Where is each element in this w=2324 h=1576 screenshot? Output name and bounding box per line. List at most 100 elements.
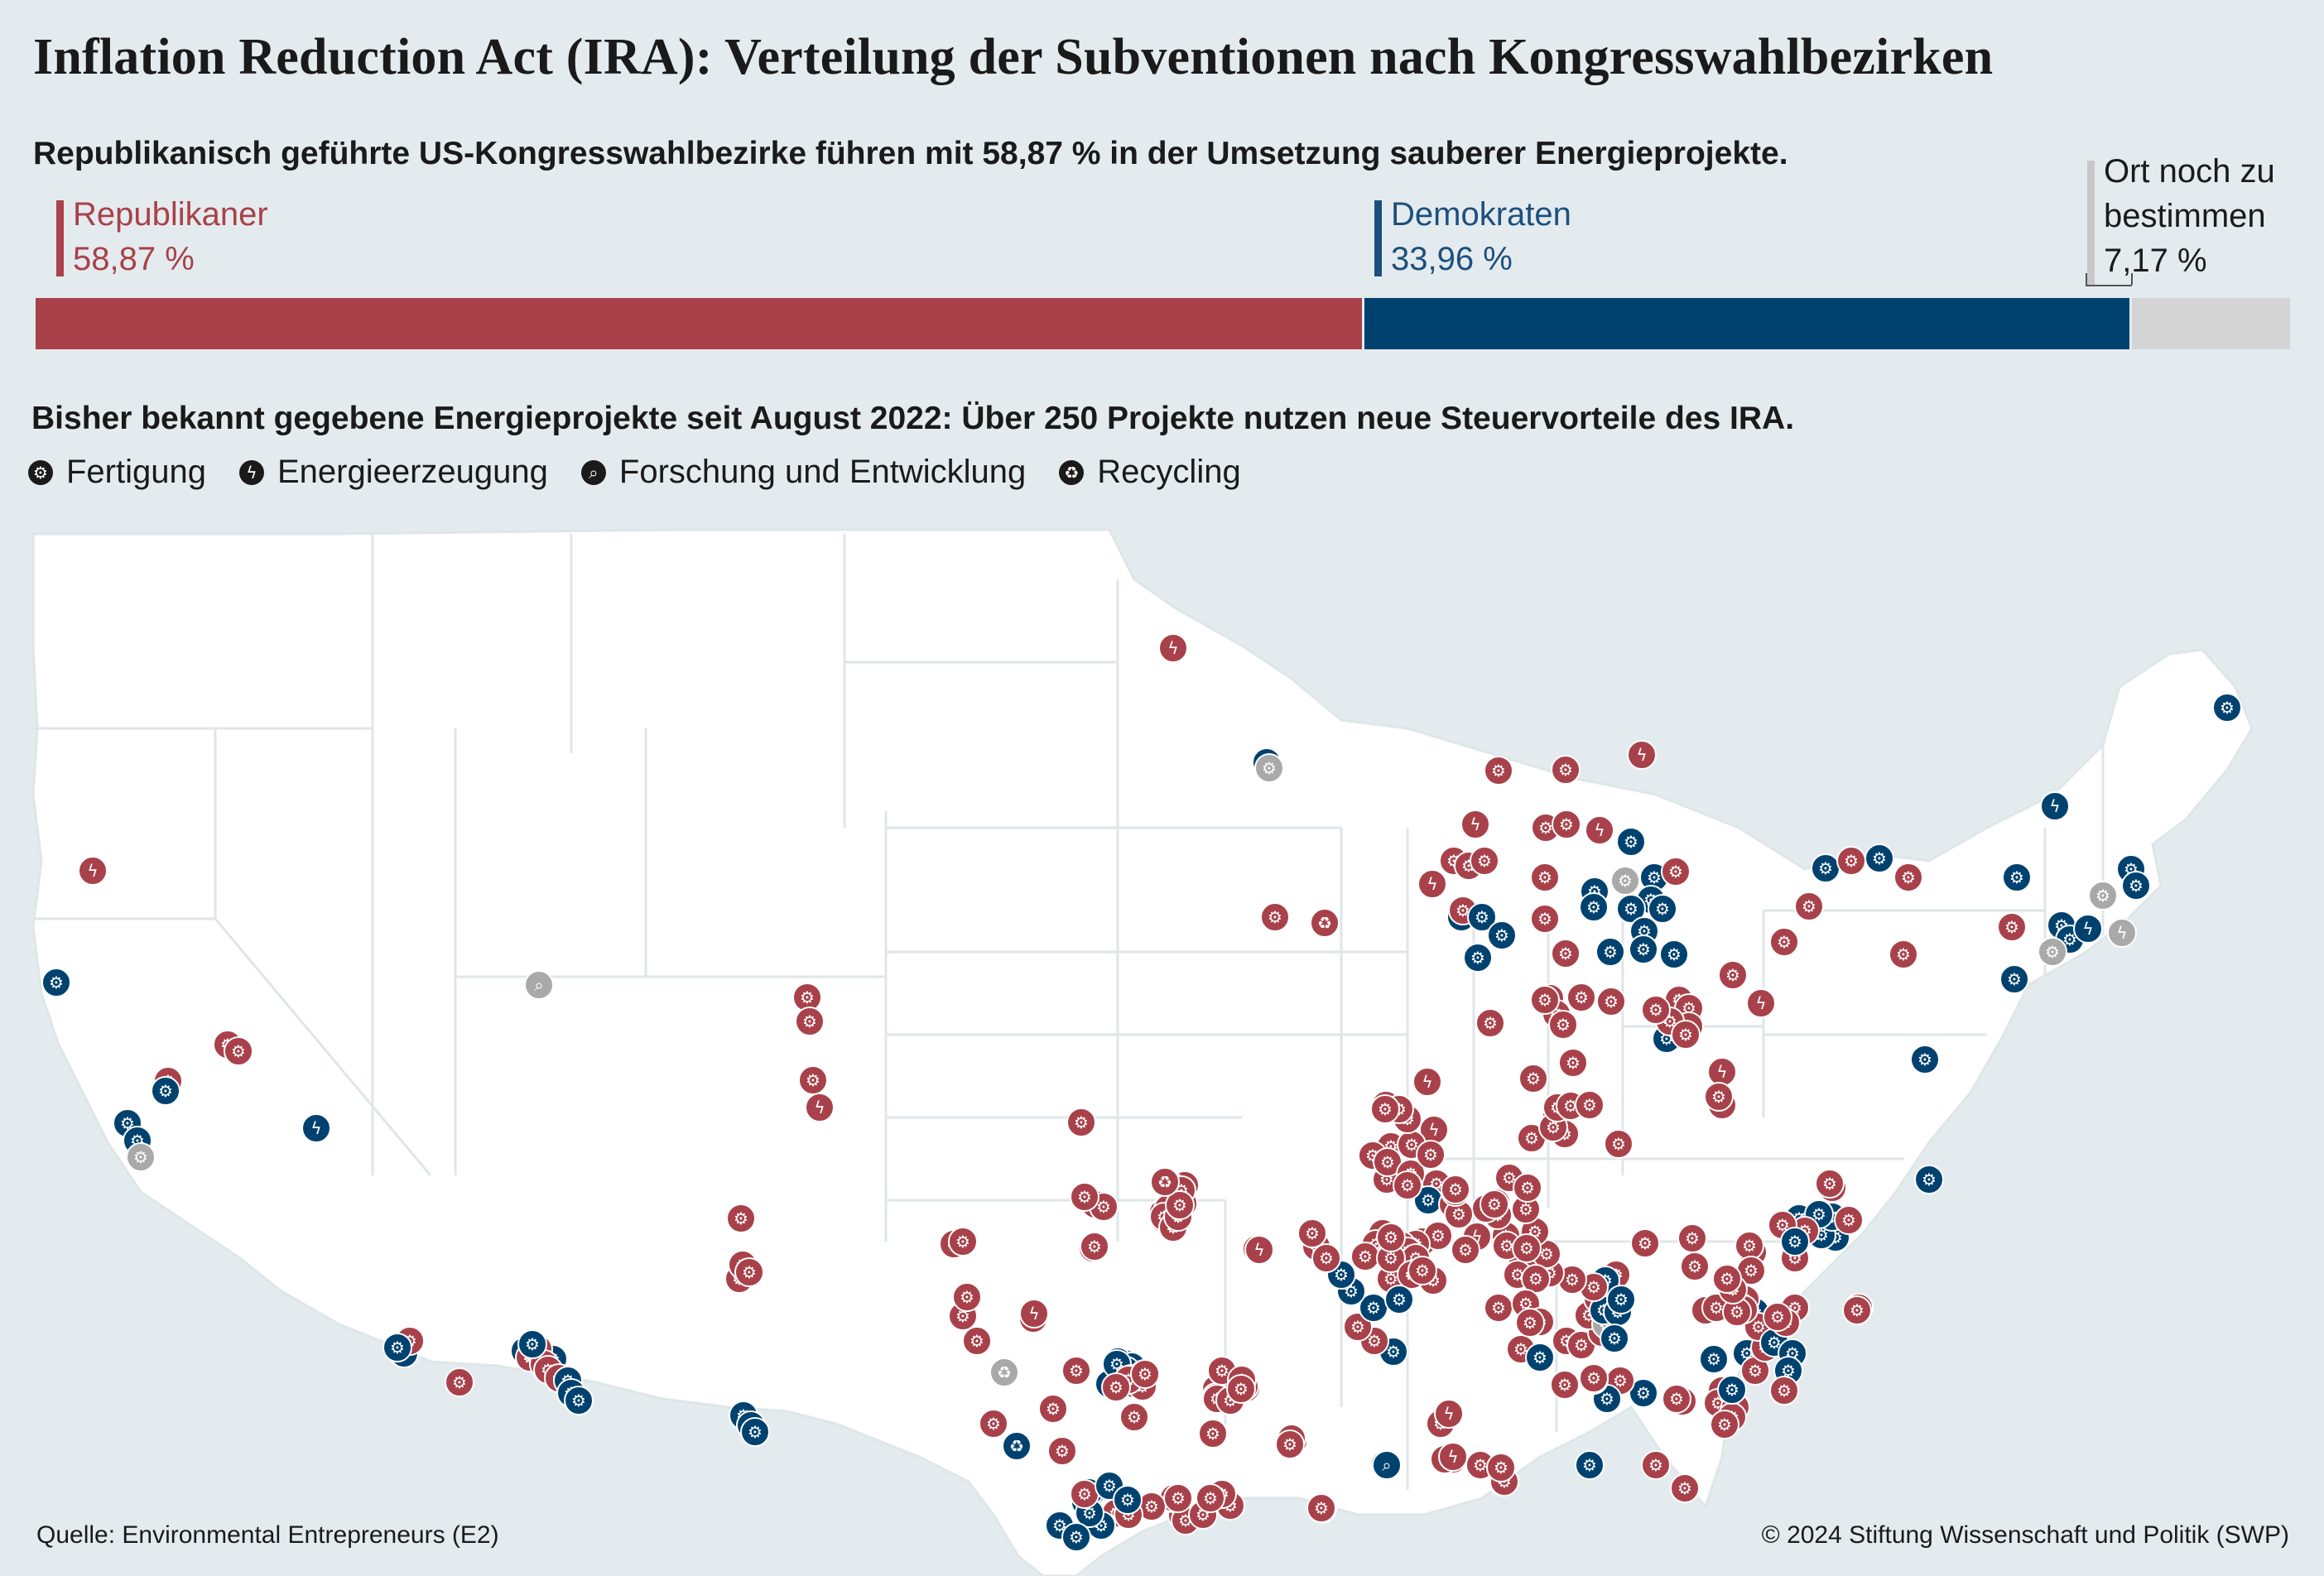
gears-icon: ⚙ <box>1550 1370 1580 1400</box>
svg-text:⚙: ⚙ <box>1526 1069 1541 1088</box>
gears-icon: ⚙ <box>1061 1522 1091 1552</box>
gears-icon: ⚙ <box>1616 827 1646 857</box>
svg-text:⚙: ⚙ <box>1618 871 1633 891</box>
gears-icon: ⚙ <box>1070 1479 1099 1509</box>
svg-text:⚙: ⚙ <box>742 1262 757 1282</box>
gears-icon: ⚙ <box>1551 755 1581 785</box>
svg-text:⚙: ⚙ <box>1706 1349 1721 1369</box>
svg-text:⚙: ⚙ <box>1558 760 1573 780</box>
svg-text:⚙: ⚙ <box>1423 1145 1438 1165</box>
svg-text:⚙: ⚙ <box>1448 1180 1463 1199</box>
svg-text:ϟ: ϟ <box>1447 1447 1458 1467</box>
svg-text:⚙: ⚙ <box>1751 1317 1766 1337</box>
gears-icon: ⚙ <box>1113 1485 1143 1515</box>
svg-text:ϟ: ϟ <box>814 1098 825 1117</box>
svg-text:♻: ♻ <box>997 1362 1012 1382</box>
gears-icon: ⚙ <box>979 1409 1008 1439</box>
gears-icon: ⚙ <box>1769 927 1799 957</box>
svg-text:⚙: ⚙ <box>1711 1087 1726 1107</box>
svg-text:⚙: ⚙ <box>1687 1256 1702 1276</box>
svg-text:⚙: ⚙ <box>1334 1265 1349 1285</box>
svg-text:⚙: ⚙ <box>1470 948 1485 968</box>
lightning-icon: ϟ <box>238 459 264 485</box>
svg-text:⚙: ⚙ <box>1717 1415 1732 1434</box>
lightning-icon: ϟ <box>301 1113 331 1143</box>
tbd-name-line1: Ort noch zu <box>2104 153 2275 190</box>
svg-text:⚙: ⚙ <box>1614 1290 1629 1309</box>
gears-icon: ⚙ <box>1699 1344 1729 1374</box>
magnifier-icon: ⌕ <box>1372 1450 1402 1480</box>
svg-text:⚙: ⚙ <box>1770 1307 1785 1327</box>
svg-text:⚙: ⚙ <box>960 1287 974 1307</box>
gears-icon: ⚙ <box>1579 892 1609 922</box>
svg-text:⚙: ⚙ <box>1720 1269 1735 1289</box>
gears-icon: ⚙ <box>798 1065 828 1095</box>
lightning-icon: ϟ <box>1412 1067 1442 1097</box>
gears-icon: ⚙ <box>1407 1256 1437 1285</box>
recycle-icon: ♻ <box>989 1357 1019 1387</box>
gears-icon: ⚙ <box>1463 943 1493 973</box>
svg-text:⚙: ⚙ <box>1667 944 1682 964</box>
svg-text:⚙: ⚙ <box>1282 1434 1297 1454</box>
gears-icon: ⚙ <box>1260 902 1290 932</box>
svg-text:⚙: ⚙ <box>1788 1232 1802 1252</box>
gears-icon: ⚙ <box>1196 1483 1225 1513</box>
svg-text:⚙: ⚙ <box>1600 1389 1614 1409</box>
gears-icon: ⚙ <box>1080 1232 1109 1261</box>
gears-icon: ⚙ <box>2038 937 2067 967</box>
gears-icon: ⚙ <box>1484 756 1513 786</box>
gears-icon: ⚙ <box>1566 1330 1596 1360</box>
gears-icon: ⚙ <box>952 1282 982 1312</box>
svg-text:ϟ: ϟ <box>2116 923 2127 943</box>
svg-text:⚙: ⚙ <box>1574 1335 1589 1355</box>
svg-text:⚙: ⚙ <box>1777 932 1792 952</box>
svg-text:⚙: ⚙ <box>1096 1197 1111 1217</box>
svg-text:ϟ: ϟ <box>2082 919 2093 939</box>
svg-text:⚙: ⚙ <box>1668 862 1683 882</box>
gears-icon: ⚙ <box>1914 1165 1944 1194</box>
legend-label: Energieerzeugung <box>277 454 548 490</box>
svg-text:⚙: ⚙ <box>1483 1013 1498 1033</box>
gears-icon: ⚙ <box>1842 1295 1872 1325</box>
gears-icon: ⚙ <box>1629 935 1658 964</box>
svg-text:⚙: ⚙ <box>1473 1455 1488 1475</box>
gears-icon: ⚙ <box>1297 1218 1327 1248</box>
gears-icon: ⚙ <box>1648 894 1677 924</box>
svg-text:⚙: ⚙ <box>1400 1175 1415 1195</box>
svg-text:ϟ: ϟ <box>1028 1304 1039 1324</box>
lightning-icon: ϟ <box>1460 810 1490 839</box>
gears-icon: ⚙ <box>1359 1293 1388 1323</box>
gears-icon: ⚙ <box>1198 1419 1228 1449</box>
svg-text:⚙: ⚙ <box>1850 1300 1864 1320</box>
gears-icon: ⚙ <box>1552 810 1581 839</box>
svg-text:⚙: ⚙ <box>1748 1361 1763 1381</box>
svg-text:⚙: ⚙ <box>1781 1361 1796 1381</box>
svg-text:⚙: ⚙ <box>955 1232 970 1252</box>
svg-text:⚙: ⚙ <box>2009 867 2024 887</box>
gears-icon: ⚙ <box>1794 891 1824 921</box>
svg-text:⚙: ⚙ <box>1636 1383 1651 1403</box>
svg-text:⚙: ⚙ <box>1494 1458 1508 1478</box>
svg-text:ϟ: ϟ <box>1422 1072 1432 1092</box>
legend-label: Recycling <box>1097 454 1241 490</box>
gears-icon: ⚙ <box>1596 987 1626 1016</box>
svg-text:⚙: ⚙ <box>1262 758 1277 778</box>
svg-text:⚙: ⚙ <box>1077 1187 1092 1207</box>
svg-text:⚙: ⚙ <box>986 1414 1001 1434</box>
gears-icon: ⚙ <box>1487 920 1517 950</box>
svg-text:⚙: ⚙ <box>1171 1488 1186 1508</box>
gears-icon: ⚙ <box>1661 857 1691 886</box>
svg-text:⚙: ⚙ <box>1767 1333 1782 1353</box>
svg-text:⚙: ⚙ <box>1565 1270 1580 1290</box>
svg-text:⚙: ⚙ <box>1802 896 1816 916</box>
recycle-icon: ♻ <box>1310 908 1340 938</box>
svg-text:⌕: ⌕ <box>534 975 543 995</box>
svg-text:⚙: ⚙ <box>1392 1290 1407 1309</box>
gears-icon: ⚙ <box>1780 1227 1810 1256</box>
svg-text:⚙: ⚙ <box>1055 1441 1070 1461</box>
svg-text:⚙: ⚙ <box>1546 1117 1561 1137</box>
gears-icon: ⚙ <box>740 1417 770 1447</box>
svg-text:⚙: ⚙ <box>2045 942 2060 962</box>
svg-text:⚙: ⚙ <box>1234 1379 1249 1399</box>
svg-text:⚙: ⚙ <box>1305 1223 1320 1243</box>
